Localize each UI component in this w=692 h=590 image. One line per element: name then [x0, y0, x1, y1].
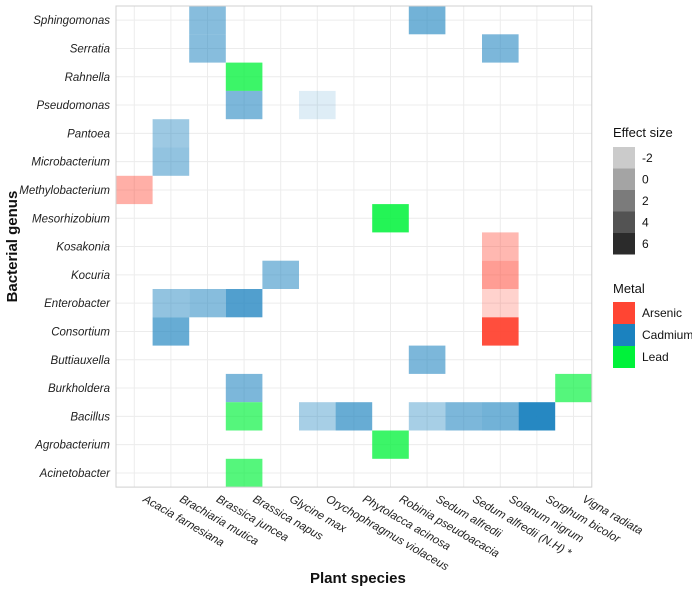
- y-tick-label: Enterobacter: [44, 298, 111, 310]
- heatmap-cell: Bacillus / Sedum alfredii (Cadmium): [408, 402, 446, 431]
- heatmap-cell: Burkholdera / Vigna radiata (Lead): [555, 373, 592, 403]
- effect-size-legend-label: 6: [642, 237, 649, 251]
- heatmap-cell: Enterobacter / Brassica napus (Cadmium): [225, 289, 263, 318]
- y-tick-label: Methylobacterium: [19, 185, 110, 197]
- effect-size-legend-label: 4: [642, 215, 649, 229]
- heatmap-cell: Kocuria / Glycine max (Cadmium): [262, 260, 299, 289]
- metal-legend-title: Metal: [613, 281, 645, 296]
- effect-size-legend-key: [613, 211, 635, 233]
- heatmap-cell: Pseudomonas / Orychophragmus violaceus (…: [299, 90, 336, 120]
- heatmap-cell: Pantoea / Brachiaria mutica (Cadmium): [152, 119, 190, 148]
- y-tick-label: Serratia: [70, 43, 110, 55]
- heatmap-cell: Consortium / Brachiaria mutica (Cadmium): [152, 317, 190, 346]
- heatmap-cell: Bacillus / Phytolacca acinosa (Cadmium): [335, 402, 373, 431]
- effect-size-legend-key: [613, 190, 635, 212]
- y-tick-label: Burkholdera: [48, 383, 110, 395]
- y-tick-label: Bacillus: [70, 411, 110, 423]
- heatmap-cell: Enterobacter / Brachiaria mutica (Cadmiu…: [152, 289, 190, 318]
- y-tick-label: Acinetobacter: [39, 468, 111, 480]
- y-tick-label: Kocuria: [71, 270, 110, 282]
- y-tick-label: Mesorhizobium: [32, 213, 110, 225]
- effect-size-legend-title: Effect size: [613, 125, 673, 140]
- effect-size-legend: Effect size -2 0 2 4 6: [613, 125, 673, 255]
- heatmap-cell: Enterobacter / Brassica juncea (Cadmium): [189, 289, 226, 318]
- plot-panel-border: [115, 5, 593, 488]
- metal-legend-key: [613, 324, 635, 346]
- metal-legend-label: Lead: [642, 350, 669, 364]
- heatmap-cell: Acinetobacter / Brassica napus (Lead): [225, 458, 263, 488]
- heatmap-cell: Sphingomonas / Sedum alfredii (Cadmium): [408, 6, 446, 35]
- heatmap-cell: Pseudomonas / Brassica napus (Cadmium): [225, 90, 263, 120]
- metal-legend-key: [613, 302, 635, 324]
- heatmap-cell: Agrobacterium / Robinia pseudoacacia (Le…: [372, 430, 409, 459]
- heatmap-cell: Enterobacter / Solanum nigrum (Arsenic): [482, 289, 519, 318]
- y-tick-label: Pantoea: [67, 128, 110, 140]
- effect-size-legend-label: 0: [642, 172, 649, 186]
- y-tick-label: Sphingomonas: [33, 15, 110, 27]
- x-axis-title: Plant species: [310, 570, 406, 587]
- y-tick-label: Kosakonia: [56, 242, 110, 254]
- effect-size-legend-key: [613, 233, 635, 255]
- y-axis-title: Bacterial genus: [4, 191, 21, 303]
- effect-size-legend-label: 2: [642, 194, 649, 208]
- effect-size-legend-label: -2: [642, 151, 653, 165]
- heatmap-cell: Consortium / Solanum nigrum (Arsenic): [482, 317, 519, 346]
- y-tick-label: Agrobacterium: [34, 440, 110, 452]
- heatmap-cell: Rahnella / Brassica napus (Lead): [225, 62, 263, 91]
- y-tick-label: Consortium: [51, 326, 110, 338]
- metal-legend-key: [613, 346, 635, 368]
- y-axis-tick-labels: Sphingomonas Serratia Rahnella Pseudomonas P…: [19, 15, 111, 480]
- heatmap-cell: Sphingomonas / Brassica juncea (Cadmium): [189, 6, 226, 35]
- heatmap-cells: Sphingomonas / Brassica juncea (Cadmium)…: [116, 6, 592, 488]
- effect-size-legend-key: [613, 168, 635, 190]
- heatmap-cell: Microbacterium / Brachiaria mutica (Cadm…: [152, 147, 190, 176]
- heatmap-cell: Bacillus / Brassica napus (Lead): [225, 402, 263, 431]
- effect-size-legend-key: [613, 147, 635, 169]
- heatmap-cell: Bacillus / Orychophragmus violaceus (Cad…: [299, 402, 336, 431]
- heatmap-cell: Bacillus / Sedum alfredii (N.H) * (Cadmi…: [445, 402, 482, 431]
- heatmap-cell: Bacillus / Solanum nigrum (Cadmium): [482, 402, 519, 431]
- heatmap-cell: Mesorhizobium / Robinia pseudoacacia (Le…: [372, 204, 409, 233]
- y-tick-label: Pseudomonas: [36, 100, 110, 112]
- heatmap-cell: Kosakonia / Solanum nigrum (Arsenic): [482, 232, 519, 261]
- y-tick-label: Rahnella: [65, 72, 110, 84]
- y-tick-label: Microbacterium: [31, 157, 110, 169]
- metal-legend: Metal Arsenic Cadmium Lead: [613, 281, 692, 368]
- heatmap-cell: Buttiauxella / Sedum alfredii (Cadmium): [408, 345, 446, 374]
- heatmap-cell: Burkholdera / Brassica napus (Cadmium): [225, 373, 263, 403]
- heatmap-cell: Serratia / Brassica juncea (Cadmium): [189, 34, 226, 63]
- metal-legend-label: Cadmium: [642, 328, 692, 342]
- heatmap-cell: Serratia / Solanum nigrum (Cadmium): [482, 34, 519, 63]
- y-tick-label: Buttiauxella: [51, 355, 110, 367]
- heatmap-cell: Kocuria / Solanum nigrum (Arsenic): [482, 260, 519, 289]
- heatmap-cell: Bacillus / Sorghum bicolor (Cadmium): [518, 402, 556, 431]
- heatmap-cell: Methylobacterium / Acacia farnesiana (Ar…: [116, 175, 153, 205]
- metal-legend-label: Arsenic: [642, 306, 682, 320]
